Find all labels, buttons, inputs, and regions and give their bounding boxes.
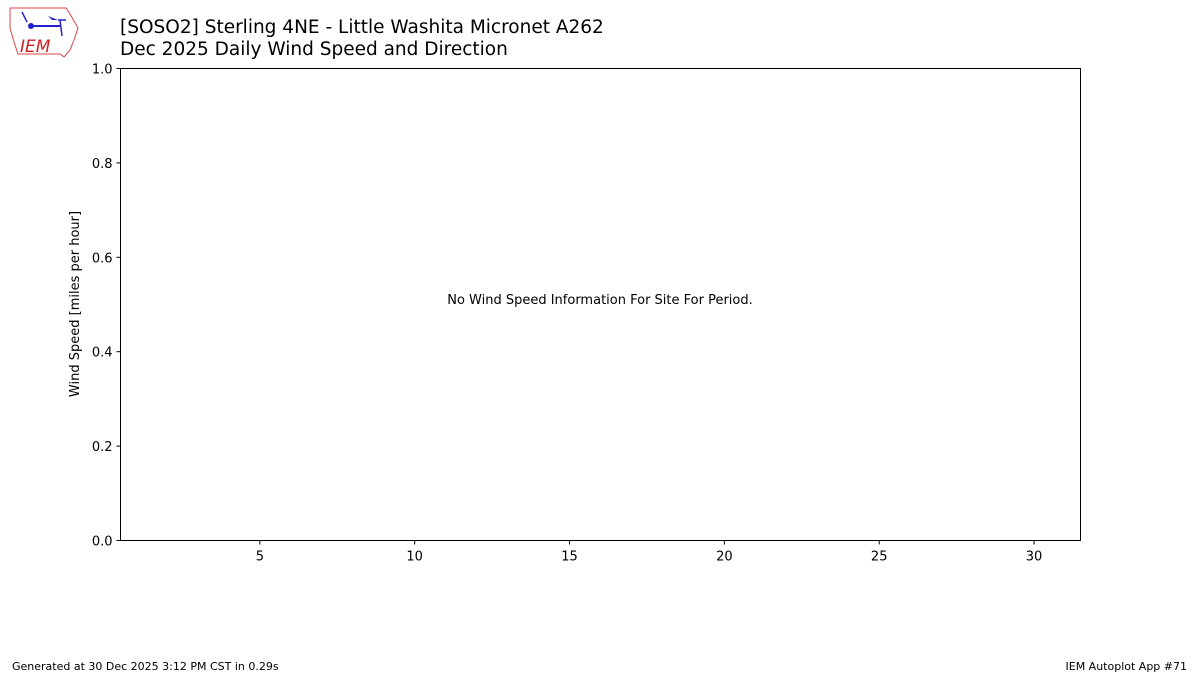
- y-axis-label: Wind Speed [miles per hour]: [68, 211, 83, 397]
- y-tick-label: 0.6: [92, 251, 113, 266]
- x-tick-label: 20: [716, 550, 733, 565]
- chart-subtitle: Dec 2025 Daily Wind Speed and Direction: [120, 39, 508, 60]
- x-tick-label: 30: [1026, 550, 1043, 565]
- x-tick-label: 10: [406, 550, 423, 565]
- y-tick-label: 0.0: [92, 535, 113, 550]
- y-tick-label: 0.4: [92, 346, 113, 361]
- y-tick-label: 0.2: [92, 440, 113, 455]
- y-tick-label: 1.0: [92, 63, 113, 78]
- no-data-annotation: No Wind Speed Information For Site For P…: [447, 293, 753, 308]
- x-tick-label: 15: [561, 550, 578, 565]
- logo: IEM: [9, 7, 79, 58]
- y-tick-label: 0.8: [92, 157, 113, 172]
- logo-text: IEM: [20, 37, 51, 57]
- x-tick-label: 25: [871, 550, 888, 565]
- footer-app: IEM Autoplot App #71: [1065, 660, 1188, 673]
- x-tick-label: 5: [256, 550, 264, 565]
- plot-area: [120, 68, 1081, 541]
- footer-generated: Generated at 30 Dec 2025 3:12 PM CST in …: [12, 660, 279, 673]
- chart-title: [SOSO2] Sterling 4NE - Little Washita Mi…: [120, 17, 604, 38]
